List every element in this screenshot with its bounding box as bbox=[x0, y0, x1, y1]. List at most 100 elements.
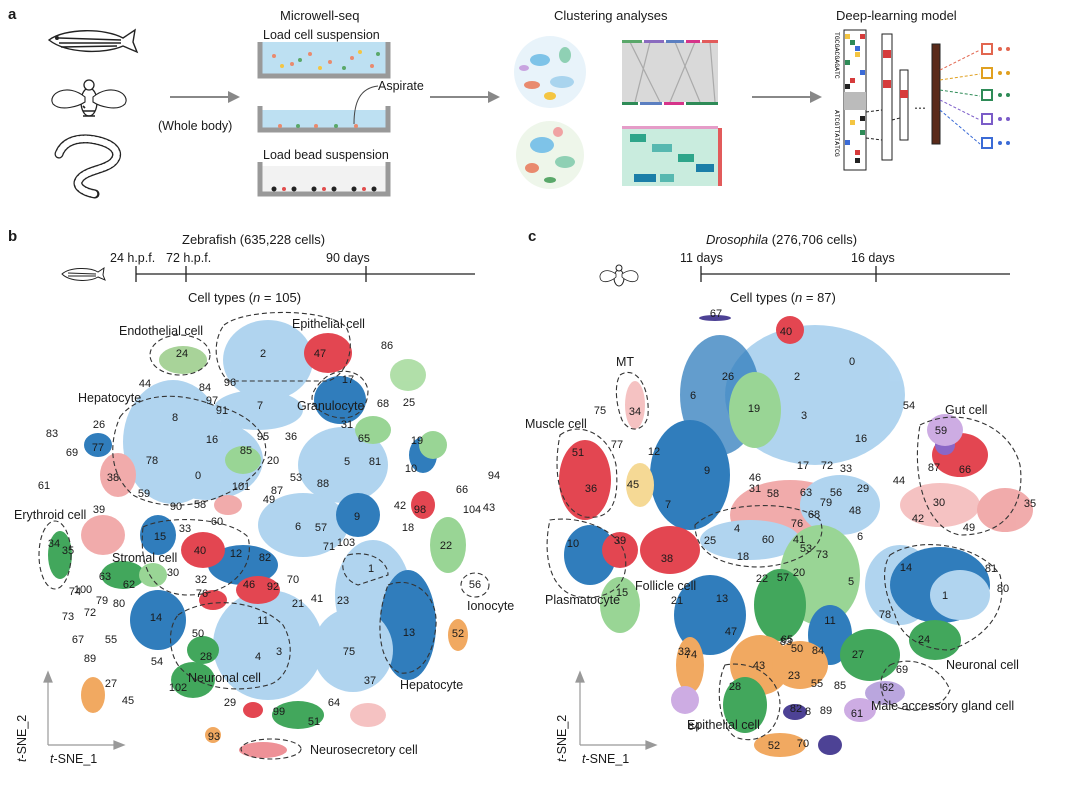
cluster-number: 34 bbox=[47, 538, 61, 550]
cluster-number: 25 bbox=[703, 535, 717, 547]
zebrafish-icon bbox=[47, 28, 139, 54]
cluster-number: 96 bbox=[223, 377, 237, 389]
cluster-number: 82 bbox=[258, 552, 272, 564]
cluster-number: 17 bbox=[341, 374, 355, 386]
erythroid-outline bbox=[38, 520, 72, 590]
cluster-number: 39 bbox=[92, 504, 106, 516]
cluster-number: 56 bbox=[468, 579, 482, 591]
hepatocyte-bottom-outline bbox=[379, 581, 437, 674]
cluster-number: 87 bbox=[927, 462, 941, 474]
endothelial-outline bbox=[149, 334, 211, 376]
timeline-24hpf: 24 h.p.f. bbox=[110, 251, 156, 265]
cluster-number: 104 bbox=[462, 504, 482, 516]
cell-types-n: n bbox=[795, 290, 803, 305]
cluster-number: 50 bbox=[191, 628, 205, 640]
cluster-number: 46 bbox=[242, 579, 256, 591]
drosophila-title-rest: (276,706 cells) bbox=[768, 232, 858, 247]
stromal-outline bbox=[141, 519, 250, 596]
cluster-number: 73 bbox=[61, 611, 75, 623]
cluster-number: 51 bbox=[307, 716, 321, 728]
zebrafish-timeline bbox=[61, 266, 475, 282]
cluster-number: 44 bbox=[892, 475, 906, 487]
deep-learning-diagram: ⋯ bbox=[843, 29, 1010, 171]
cluster-number: 94 bbox=[487, 470, 501, 482]
zebrafish-title: Zebrafish (635,228 cells) bbox=[182, 232, 326, 247]
cluster-number: 64 bbox=[327, 697, 341, 709]
cluster-number: 80 bbox=[996, 583, 1010, 595]
cluster-number: 75 bbox=[342, 646, 356, 658]
cluster-number: 33 bbox=[839, 463, 853, 475]
label-gut-cell: Gut cell bbox=[945, 403, 988, 417]
cluster-number: 20 bbox=[792, 567, 806, 579]
cluster-number: 15 bbox=[615, 587, 629, 599]
cluster-number: 92 bbox=[266, 581, 280, 593]
neuronal-c-outline bbox=[884, 544, 1003, 651]
y-axis-text: -SNE_2 bbox=[555, 714, 569, 759]
gut-outline bbox=[916, 416, 1022, 536]
cluster-number: 40 bbox=[779, 326, 793, 338]
cluster-number: 27 bbox=[104, 678, 118, 690]
cluster-number: 81 bbox=[984, 563, 998, 575]
cluster-number: 80 bbox=[112, 598, 126, 610]
cluster-number: 24 bbox=[917, 634, 931, 646]
organism-icons bbox=[47, 28, 139, 199]
cluster-number: 12 bbox=[229, 548, 243, 560]
timeline-11days: 11 days bbox=[680, 251, 723, 265]
cluster-number: 40 bbox=[193, 545, 207, 557]
cluster-number: 57 bbox=[776, 572, 790, 584]
cluster-number: 43 bbox=[752, 660, 766, 672]
cluster-number: 4 bbox=[254, 651, 262, 663]
cluster-number: 101 bbox=[231, 481, 251, 493]
microwell-diagram bbox=[257, 42, 391, 197]
cluster-number: 81 bbox=[368, 456, 382, 468]
cluster-number: 30 bbox=[932, 497, 946, 509]
zebrafish-y-axis: t-SNE_2 bbox=[15, 715, 29, 762]
cell-types-suffix: = 105) bbox=[260, 290, 302, 305]
cluster-number: 48 bbox=[848, 505, 862, 517]
cluster-number: 19 bbox=[747, 403, 761, 415]
cluster-number: 67 bbox=[709, 308, 723, 320]
ionocyte-outline bbox=[460, 572, 490, 598]
cluster-number: 22 bbox=[755, 573, 769, 585]
cluster-number: 9 bbox=[353, 511, 361, 523]
cluster-number: 52 bbox=[451, 628, 465, 640]
aspirate-label: Aspirate bbox=[378, 79, 424, 93]
cluster-number: 68 bbox=[376, 398, 390, 410]
sequence-text: TGCGACGAGATC ATCGTTATATCG bbox=[833, 32, 840, 157]
cluster-number: 65 bbox=[357, 433, 371, 445]
cluster-number: 34 bbox=[628, 406, 642, 418]
zebrafish-x-axis: t-SNE_1 bbox=[50, 752, 97, 766]
zebrafish-mini-icon bbox=[61, 266, 106, 281]
cluster-number: 90 bbox=[169, 501, 183, 513]
cluster-number: 61 bbox=[850, 708, 864, 720]
arrow-right-icon bbox=[752, 91, 822, 103]
drosophila-title: Drosophila (276,706 cells) bbox=[706, 232, 857, 247]
fly-mini-icon bbox=[599, 264, 639, 287]
cluster-number: 35 bbox=[1023, 498, 1037, 510]
cluster-number: 5 bbox=[847, 576, 855, 588]
cluster-number: 60 bbox=[210, 516, 224, 528]
cluster-number: 30 bbox=[166, 567, 180, 579]
label-hepatocyte-top: Hepatocyte bbox=[78, 391, 142, 405]
cluster-number: 44 bbox=[138, 378, 152, 390]
whole-body-label: (Whole body) bbox=[158, 119, 233, 133]
cluster-number: 32 bbox=[677, 646, 691, 658]
y-axis-t: t bbox=[555, 758, 569, 762]
panel-a-letter: a bbox=[8, 6, 17, 23]
cluster-number: 75 bbox=[593, 405, 607, 417]
cluster-number: 70 bbox=[286, 574, 300, 586]
cluster-number: 78 bbox=[145, 455, 159, 467]
cluster-number: 43 bbox=[482, 502, 496, 514]
sequence-bottom: ATCGTTATATCG bbox=[833, 110, 840, 157]
cluster-number: 19 bbox=[410, 435, 424, 447]
cluster-number: 13 bbox=[715, 593, 729, 605]
cluster-number: 55 bbox=[810, 678, 824, 690]
label-granulocyte: Granulocyte bbox=[297, 399, 365, 413]
cluster-number: 74 bbox=[68, 586, 82, 598]
y-axis-text: -SNE_2 bbox=[15, 714, 29, 759]
cluster-number: 103 bbox=[336, 537, 356, 549]
cluster-number: 93 bbox=[207, 731, 221, 743]
cluster-number: 11 bbox=[257, 615, 269, 627]
cluster-number: 14 bbox=[899, 562, 913, 574]
svg-text:⋯: ⋯ bbox=[914, 101, 926, 115]
